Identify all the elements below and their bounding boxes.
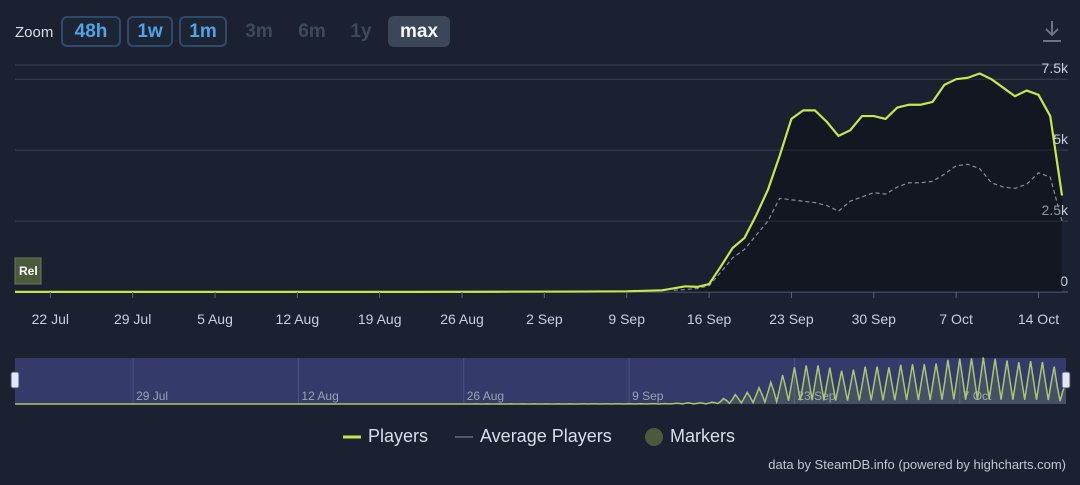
- legend-item-average[interactable]: Average Players: [455, 426, 612, 447]
- navigator-left-handle[interactable]: [10, 371, 20, 389]
- navigator-area: [15, 357, 1066, 404]
- y-axis-labels: 0 2.5k 5k 7.5k: [1042, 60, 1069, 289]
- x-tick-label: 12 Aug: [276, 311, 320, 327]
- x-tick-label: 5 Aug: [197, 311, 233, 327]
- legend-item-players[interactable]: Players: [343, 426, 428, 447]
- zoom-48h-button[interactable]: 48h: [61, 16, 121, 47]
- x-tick-label: 9 Sep: [608, 311, 645, 327]
- x-tick-label: 22 Jul: [32, 311, 69, 327]
- navigator-tick-label: 29 Jul: [136, 389, 168, 403]
- legend-label-average: Average Players: [480, 426, 612, 446]
- navigator-tick-label: 9 Sep: [632, 389, 664, 403]
- x-tick-label: 19 Aug: [358, 311, 402, 327]
- release-marker-label: Rel: [19, 264, 38, 278]
- zoom-label: Zoom: [15, 24, 54, 41]
- x-tick-label: 23 Sep: [769, 311, 814, 327]
- zoom-1m-button[interactable]: 1m: [179, 16, 227, 47]
- legend-label-markers: Markers: [670, 426, 736, 446]
- player-chart: 0 2.5k 5k 7.5k Rel 22 Jul 29 Jul 5 Aug 12 Aug 1…: [10, 60, 1071, 405]
- navigator-tick-label: 12 Aug: [301, 389, 338, 403]
- average-dash-swatch: [455, 436, 473, 437]
- y-tick-label: 2.5k: [1042, 202, 1069, 218]
- players-area-fill: [15, 73, 1062, 292]
- x-tick-label: 7 Oct: [939, 311, 973, 327]
- legend-label-players: Players: [368, 426, 429, 446]
- release-marker[interactable]: Rel: [14, 257, 42, 285]
- download-icon[interactable]: [1040, 18, 1064, 44]
- zoom-6m-button[interactable]: 6m: [298, 20, 326, 42]
- plot-area: Rel: [14, 72, 1064, 293]
- y-tick-label: 7.5k: [1042, 60, 1069, 76]
- zoom-1y-button[interactable]: 1y: [350, 20, 372, 42]
- zoom-max-button[interactable]: max: [388, 16, 450, 47]
- x-tick-label: 16 Sep: [687, 311, 732, 327]
- y-tick-label: 0: [1060, 273, 1068, 289]
- players-line-swatch: [343, 435, 361, 438]
- y-tick-label: 5k: [1053, 131, 1069, 147]
- players-line[interactable]: [15, 72, 1064, 293]
- navigator-tick-label: 23 Sep: [797, 389, 835, 403]
- zoom-toolbar: Zoom 48h 1w 1m 3m 6m 1y max: [0, 14, 1080, 50]
- navigator-tick-label: 26 Aug: [467, 389, 504, 403]
- x-tick-label: 30 Sep: [852, 311, 897, 327]
- x-axis-labels: 22 Jul 29 Jul 5 Aug 12 Aug 19 Aug 26 Aug 2 Sep…: [32, 292, 1059, 327]
- x-tick-label: 2 Sep: [526, 311, 563, 327]
- x-tick-label: 26 Aug: [440, 311, 484, 327]
- zoom-1w-button[interactable]: 1w: [127, 16, 173, 47]
- navigator-right-handle[interactable]: [1061, 371, 1071, 389]
- navigator-series-line: [15, 357, 1067, 405]
- credits[interactable]: data by SteamDB.info (powered by highcha…: [768, 457, 1066, 472]
- zoom-3m-button[interactable]: 3m: [245, 20, 273, 42]
- x-tick-label: 29 Jul: [114, 311, 151, 327]
- x-tick-label: 14 Oct: [1018, 311, 1059, 327]
- legend: Players Average Players Markers: [0, 426, 1080, 450]
- legend-item-markers[interactable]: Markers: [644, 426, 735, 447]
- markers-dot-swatch: [645, 427, 663, 446]
- average-players-line[interactable]: [673, 163, 1063, 291]
